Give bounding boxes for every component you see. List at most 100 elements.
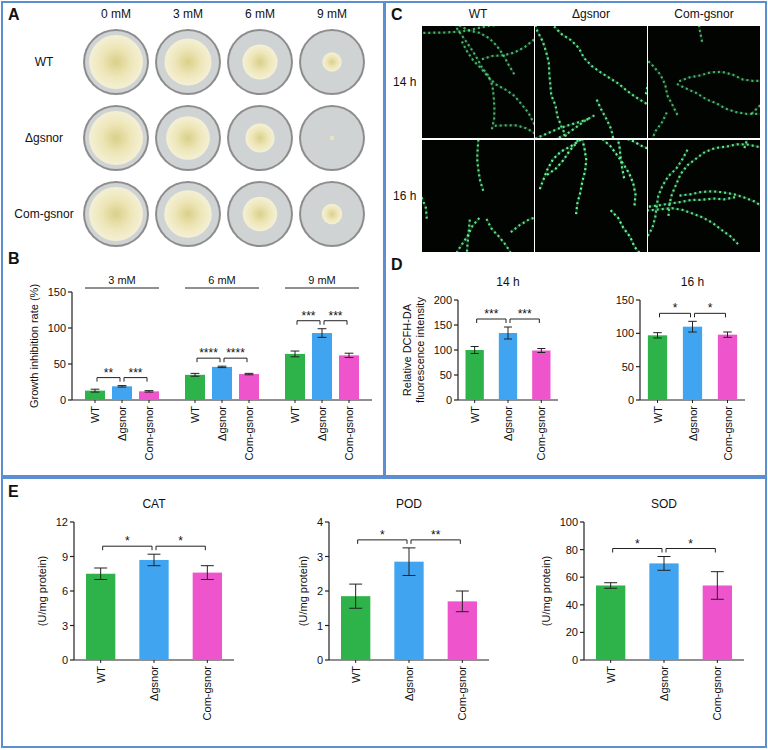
x-tick-label: WT (652, 406, 664, 423)
chart: 05010015016 hWTΔgsnorCom-gsnor** (616, 275, 745, 460)
y-tick (636, 399, 640, 400)
x-tick (295, 400, 296, 403)
chart: 050100150Growth inhibition rate (%)3 mM6… (28, 274, 372, 460)
panel-letter: D (391, 256, 403, 273)
error-bar (318, 329, 327, 338)
x-tick-label: WT (95, 666, 107, 683)
y-tick (325, 556, 329, 557)
y-tick (70, 625, 74, 626)
y-tick (636, 333, 640, 334)
colony (245, 123, 274, 152)
hypha (511, 192, 534, 232)
row-label: Δgsnor (25, 131, 63, 145)
error-bar (604, 583, 617, 589)
plate (301, 183, 363, 245)
x-tick (195, 400, 196, 403)
plate (229, 107, 291, 169)
hypha (422, 140, 427, 219)
figure: ABCDE0 mM3 mM6 mM9 mMWTΔgsnorCom-gsnorWT… (0, 0, 768, 750)
hypha-spots (744, 140, 760, 148)
plate (85, 183, 147, 245)
y-tick (580, 659, 584, 660)
marks (648, 321, 737, 400)
hypha (462, 42, 534, 139)
x-tick (657, 400, 658, 403)
y-axis-title: (U/mg protein) (540, 556, 552, 626)
bar (212, 367, 232, 400)
hypha (648, 26, 677, 115)
hypha-spots (597, 100, 647, 138)
hypha (487, 219, 535, 252)
colony (242, 44, 277, 79)
bar (532, 351, 550, 401)
hypha-spots (422, 218, 479, 252)
plate-rim (83, 105, 149, 171)
significance-label: ** (104, 366, 114, 380)
colony (89, 111, 143, 165)
plate (157, 183, 219, 245)
bar (499, 333, 517, 400)
group-label: 3 mM (108, 274, 136, 286)
x-tick (692, 400, 693, 403)
hypha (547, 140, 643, 175)
x-tick (95, 400, 96, 403)
chart-title: 14 h (496, 275, 519, 289)
chart-title: POD (396, 497, 422, 511)
y-axis-title-line: Relative DCFH-DA (401, 303, 413, 396)
plate (85, 31, 147, 93)
y-tick (636, 366, 640, 367)
hypha-spots (543, 140, 586, 214)
hypha-spots (677, 84, 760, 116)
plate (157, 107, 219, 169)
hypha-spots (648, 113, 667, 139)
plate-rim (227, 29, 293, 95)
hypha-spots (487, 219, 535, 252)
hypha-spots (648, 150, 688, 252)
hypha (669, 144, 761, 216)
panel-frame (2, 478, 766, 747)
x-tick (154, 660, 155, 663)
hypha (752, 33, 760, 114)
significance-label: * (178, 534, 183, 548)
y-axis (71, 292, 72, 400)
y-tick (580, 521, 584, 522)
y-axis-title-line: (U/mg protein) (36, 556, 48, 626)
y-tick-label: 50 (440, 369, 452, 381)
marks (596, 557, 732, 661)
bar (683, 327, 702, 400)
column-label: 9 mM (317, 7, 347, 21)
hypha-spots (547, 140, 643, 175)
x-tick (100, 660, 101, 663)
y-tick (70, 556, 74, 557)
hypha (648, 150, 688, 252)
bar (139, 391, 159, 400)
y-tick-label: 60 (566, 571, 578, 583)
y-tick-label: 9 (62, 551, 68, 563)
error-bar (94, 568, 107, 580)
hypha-spots (648, 194, 738, 245)
error-bar (403, 548, 416, 576)
y-axis (583, 522, 584, 660)
x-tick-label: WT (189, 406, 201, 423)
y-tick-label: 12 (56, 516, 68, 528)
significance-label: *** (518, 307, 532, 321)
hypha-spots (554, 26, 647, 128)
hyphae (422, 140, 534, 252)
chart: 020406080100(U/mg protein)SODWTΔgsnorCom… (540, 497, 744, 720)
y-tick-label: 1 (317, 620, 323, 632)
y-tick-label: 50 (54, 358, 66, 370)
error-bar (201, 566, 214, 580)
significance-label: *** (328, 309, 342, 323)
error-bar (723, 332, 731, 337)
bar (466, 350, 484, 400)
x-tick (149, 400, 150, 403)
hypha (535, 119, 588, 138)
hypha (543, 140, 586, 214)
x-tick (541, 400, 542, 403)
hypha (495, 125, 534, 138)
colony (322, 52, 341, 71)
y-tick (68, 399, 72, 400)
bar (86, 574, 115, 660)
error-bar (349, 584, 362, 608)
x-tick (727, 400, 728, 403)
